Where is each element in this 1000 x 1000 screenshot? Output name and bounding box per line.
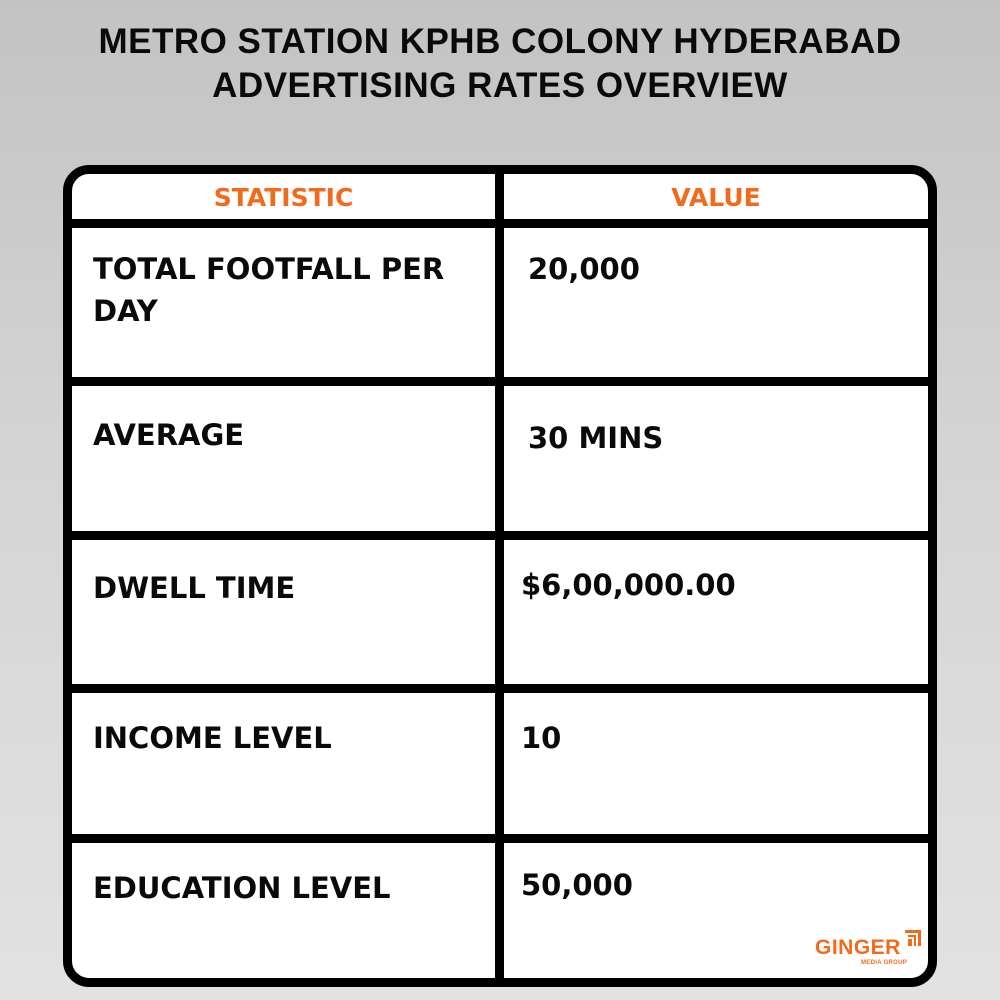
ginger-logo-mark-icon [905, 930, 921, 946]
cell-statistic: EDUCATION LEVEL [93, 871, 391, 905]
cell-value: 20,000 [528, 252, 640, 286]
title-line-2: ADVERTISING RATES OVERVIEW [212, 66, 788, 105]
cell-value: 10 [521, 721, 562, 755]
column-divider [495, 174, 504, 978]
cell-statistic: AVERAGE [93, 418, 245, 452]
cell-statistic: INCOME LEVEL [93, 721, 332, 755]
header-value: VALUE [671, 183, 761, 212]
cell-statistic: TOTAL FOOTFALL PER DAY [93, 252, 445, 328]
cell-value: $6,00,000.00 [521, 568, 736, 602]
title-line-1: METRO STATION KPHB COLONY HYDERABAD [98, 22, 902, 61]
page-title: METRO STATION KPHB COLONY HYDERABAD ADVE… [0, 20, 1000, 108]
logo-name: GINGER [815, 936, 901, 959]
cell-value: 50,000 [521, 868, 633, 902]
stats-table: STATISTIC VALUE TOTAL FOOTFALL PER DAY 2… [63, 165, 937, 987]
header-divider [72, 219, 928, 228]
header-statistic: STATISTIC [213, 183, 354, 212]
row-divider [72, 531, 928, 540]
ginger-logo: GINGER MEDIA GROUP [815, 928, 925, 968]
cell-statistic: DWELL TIME [93, 571, 296, 605]
row-divider [72, 684, 928, 693]
row-divider [72, 834, 928, 843]
logo-subtitle: MEDIA GROUP [861, 960, 908, 966]
row-divider [72, 377, 928, 386]
cell-value: 30 MINS [528, 421, 664, 455]
